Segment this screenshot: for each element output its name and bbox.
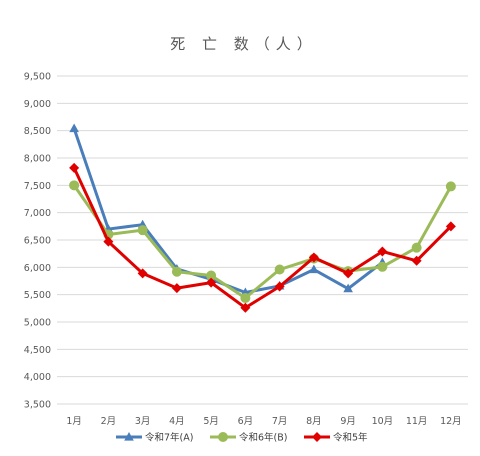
chart-title: 死 亡 数（人） <box>170 35 318 53</box>
data-point <box>69 180 80 191</box>
data-point <box>69 162 80 173</box>
data-point <box>274 281 285 292</box>
y-tick-label: 5,000 <box>24 318 51 329</box>
x-tick-label: 6月 <box>238 416 254 427</box>
data-point <box>69 123 79 133</box>
data-point <box>171 283 182 294</box>
x-tick-label: 9月 <box>340 416 356 427</box>
y-tick-label: 7,500 <box>24 181 51 192</box>
x-tick-label: 3月 <box>135 416 151 427</box>
y-tick-label: 4,000 <box>24 372 51 383</box>
y-tick-label: 3,500 <box>24 400 51 411</box>
gridlines <box>57 75 468 405</box>
data-point <box>411 242 422 253</box>
data-point <box>240 292 251 303</box>
x-tick-label: 1月 <box>66 416 82 427</box>
data-point <box>343 268 354 279</box>
y-axis-ticks: 3,500 4,000 4,500 5,000 5,500 6,000 6,500 7,000… <box>24 72 51 411</box>
x-tick-label: 7月 <box>272 416 288 427</box>
x-tick-label: 5月 <box>203 416 219 427</box>
data-point <box>312 432 322 442</box>
data-point <box>218 432 228 442</box>
series-line <box>72 184 453 300</box>
series <box>69 180 456 303</box>
data-point <box>411 255 422 266</box>
y-tick-label: 8,500 <box>24 126 51 137</box>
data-point <box>171 266 182 277</box>
data-point <box>377 246 388 257</box>
data-point <box>103 236 114 247</box>
data-point <box>308 252 319 263</box>
data-point <box>137 225 148 236</box>
data-point <box>240 302 251 313</box>
data-point <box>137 268 148 279</box>
y-tick-label: 6,500 <box>24 236 51 247</box>
series-line <box>72 167 452 310</box>
y-tick-label: 6,000 <box>24 263 51 274</box>
legend-item: 令和5年 <box>304 432 368 444</box>
y-tick-label: 7,000 <box>24 208 51 219</box>
legend: 令和7年(A) 令和6年(B) 令和5年 <box>116 432 368 444</box>
x-tick-label: 11月 <box>406 416 428 427</box>
y-tick-label: 8,000 <box>24 154 51 165</box>
x-tick-label: 12月 <box>440 416 462 427</box>
legend-label: 令和7年(A) <box>145 432 193 444</box>
legend-label: 令和6年(B) <box>239 432 287 444</box>
x-tick-label: 10月 <box>372 416 394 427</box>
data-point <box>206 277 217 288</box>
y-tick-label: 5,500 <box>24 290 51 301</box>
data-point <box>377 261 388 272</box>
data-point <box>343 283 353 293</box>
x-axis-ticks: 1月 2月 3月 4月 5月 6月 7月 8月 9月 10月 11月 12月 <box>66 416 461 427</box>
y-tick-label: 9,500 <box>24 72 51 83</box>
data-point <box>309 264 319 274</box>
x-tick-label: 2月 <box>101 416 117 427</box>
data-point <box>445 181 456 192</box>
data-point <box>445 221 456 232</box>
y-tick-label: 9,000 <box>24 99 51 110</box>
x-tick-label: 8月 <box>306 416 322 427</box>
data-point <box>274 264 285 275</box>
y-tick-label: 4,500 <box>24 345 51 356</box>
legend-item: 令和6年(B) <box>210 432 287 444</box>
legend-label: 令和5年 <box>333 432 368 444</box>
series <box>69 162 456 313</box>
x-tick-label: 4月 <box>169 416 185 427</box>
legend-item: 令和7年(A) <box>116 432 193 444</box>
series-lines <box>69 123 456 313</box>
data-point <box>206 270 217 281</box>
data-point <box>124 432 134 441</box>
